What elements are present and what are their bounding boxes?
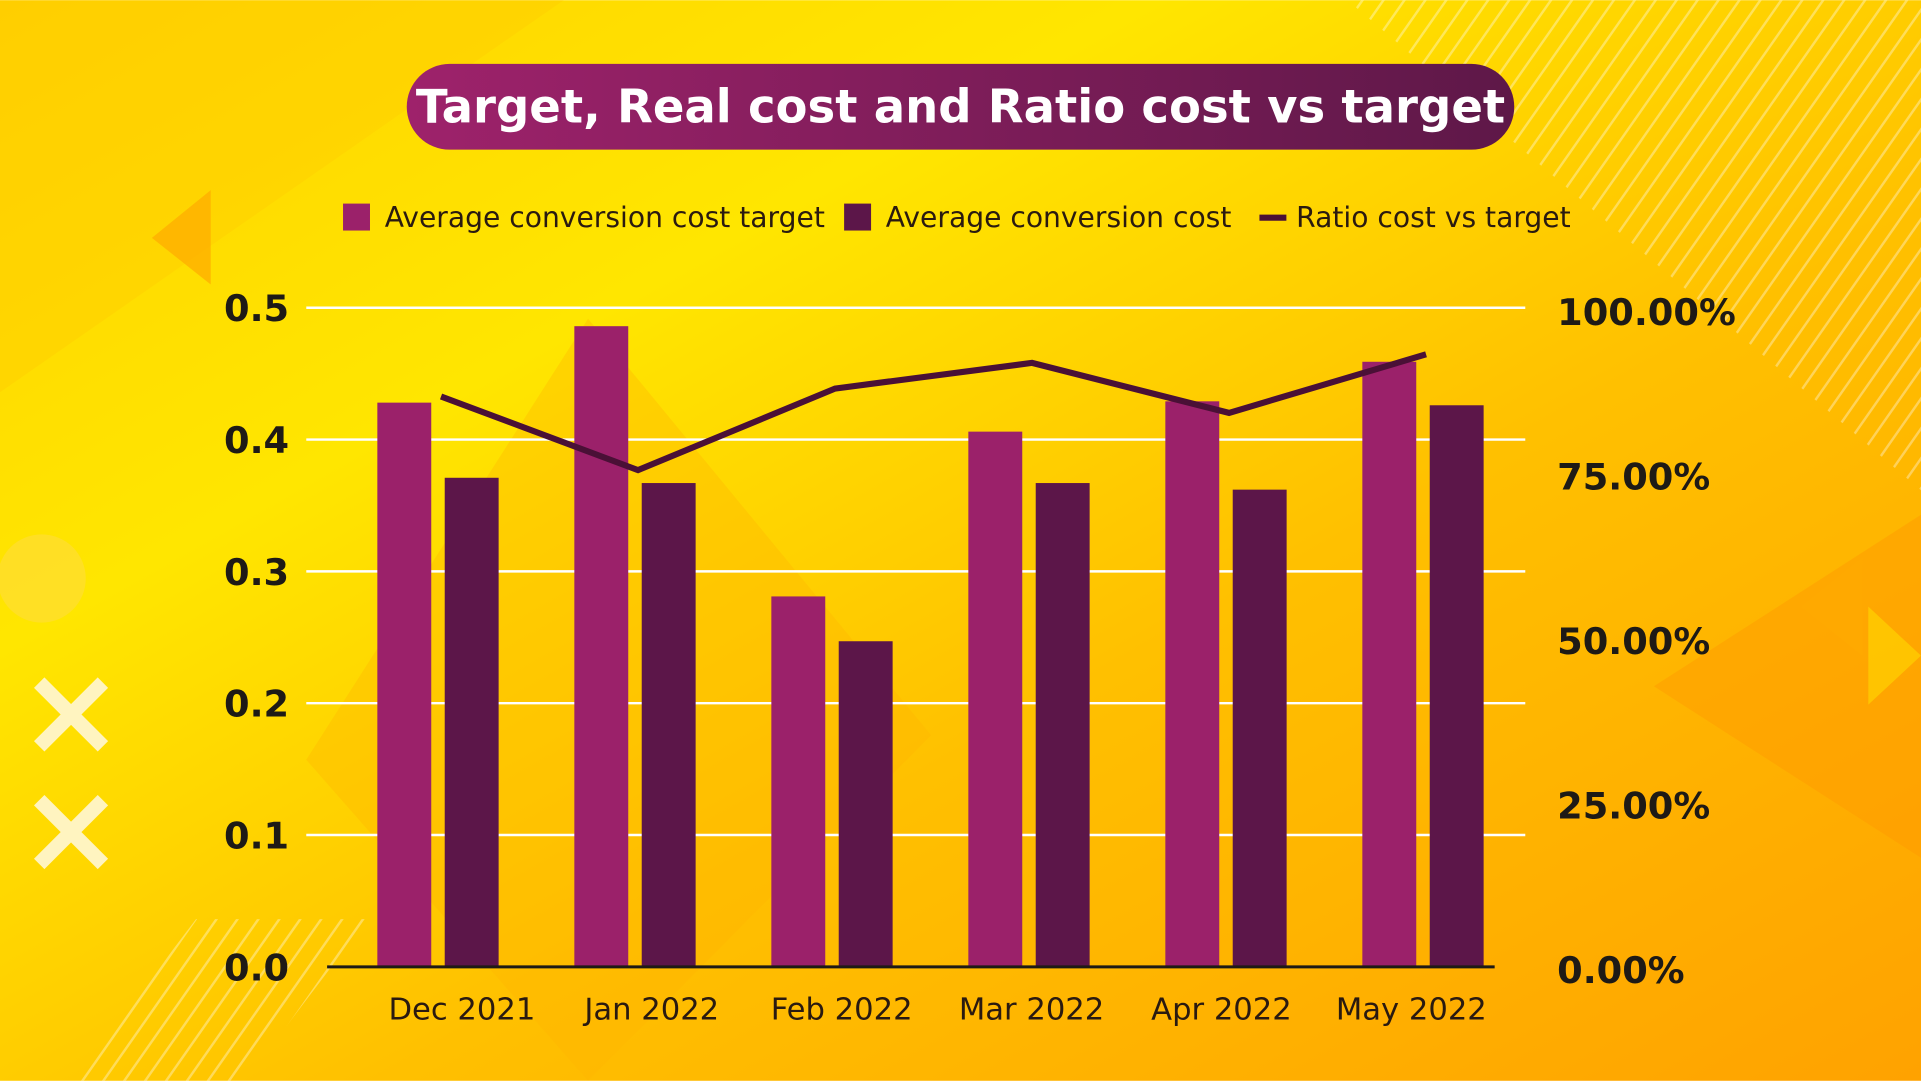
x-tick-label: Feb 2022	[771, 993, 913, 1028]
bar-cost	[444, 477, 499, 967]
bar-cost	[641, 483, 696, 967]
legend-label-cost: Average conversion cost	[886, 201, 1232, 234]
y-right-tick-label: 100.00%	[1557, 291, 1736, 334]
y-right-tick-label: 0.00%	[1557, 949, 1685, 992]
y-left-tick-label: 0.2	[224, 683, 289, 726]
bars	[377, 326, 1484, 967]
bar-cost	[1232, 489, 1287, 967]
left-axis: 0.0 0.1 0.2 0.3 0.4 0.5	[224, 287, 289, 989]
x-tick-label: Dec 2021	[388, 993, 535, 1028]
bar-target	[377, 402, 432, 967]
bar-target	[1362, 361, 1417, 967]
y-left-tick-label: 0.0	[224, 946, 289, 989]
bar-target	[968, 431, 1023, 967]
legend: Average conversion cost target Average c…	[343, 201, 1571, 234]
y-right-tick-label: 50.00%	[1557, 620, 1710, 663]
bar-cost	[1035, 483, 1090, 967]
x-tick-label: Apr 2022	[1151, 993, 1292, 1028]
bar-cost	[838, 641, 893, 967]
legend-swatch-cost	[844, 203, 872, 231]
legend-label-target: Average conversion cost target	[385, 201, 825, 234]
bar-target	[1165, 401, 1220, 967]
cross-icon	[34, 677, 109, 870]
right-axis: 0.00% 25.00% 50.00% 75.00% 100.00%	[1557, 291, 1736, 992]
chart-title: Target, Real cost and Ratio cost vs targ…	[416, 80, 1505, 134]
x-tick-label: May 2022	[1336, 993, 1487, 1028]
x-tick-label: Mar 2022	[959, 993, 1104, 1028]
gridlines	[306, 306, 1526, 837]
title-pill: Target, Real cost and Ratio cost vs targ…	[406, 63, 1515, 150]
y-left-tick-label: 0.5	[224, 287, 289, 330]
x-axis-labels: Dec 2021 Jan 2022 Feb 2022 Mar 2022 Apr 2022…	[388, 993, 1486, 1028]
bar-target	[771, 596, 826, 967]
y-left-tick-label: 0.1	[224, 814, 289, 857]
bar-cost	[1429, 405, 1484, 967]
y-right-tick-label: 75.00%	[1557, 455, 1710, 498]
legend-label-ratio: Ratio cost vs target	[1296, 201, 1571, 234]
x-tick-label: Jan 2022	[582, 993, 719, 1028]
bar-target	[574, 326, 629, 967]
ratio-line	[439, 351, 1427, 474]
legend-swatch-ratio	[1259, 214, 1287, 221]
legend-swatch-target	[343, 203, 370, 231]
y-left-tick-label: 0.4	[224, 419, 289, 462]
y-right-tick-label: 25.00%	[1557, 784, 1710, 827]
y-left-tick-label: 0.3	[224, 551, 289, 594]
